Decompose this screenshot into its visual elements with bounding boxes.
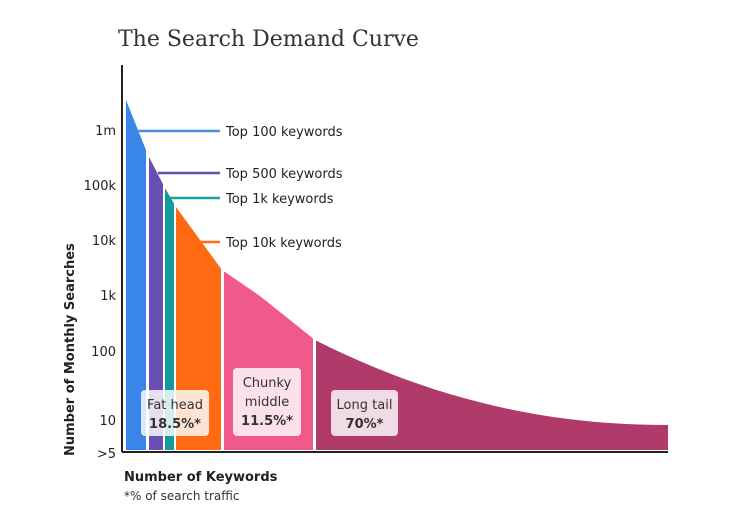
y-tick-label: 100 <box>91 345 116 360</box>
y-tick-label: >5 <box>97 447 116 462</box>
segment-name: middle <box>245 395 289 410</box>
callout-label: Top 100 keywords <box>225 125 343 140</box>
segment-label-box <box>141 390 209 436</box>
band-long-tail <box>316 340 668 450</box>
segment-share: 18.5%* <box>149 417 201 432</box>
y-tick-label: 1m <box>95 124 116 139</box>
y-tick-labels: 1m 100k 10k 1k 100 10 >5 <box>84 124 117 462</box>
y-tick-label: 10 <box>99 414 116 429</box>
band-top-1k <box>165 188 174 450</box>
segment-name: Chunky <box>243 376 292 391</box>
segment-labels: Fat head 18.5%* Chunky middle 11.5%* Long tai… <box>141 368 398 436</box>
segment-name: Fat head <box>147 398 203 413</box>
band-top-100 <box>126 100 146 450</box>
callout-label: Top 1k keywords <box>225 192 334 207</box>
segment-label-box <box>233 368 301 436</box>
segment-share: 11.5%* <box>241 414 293 429</box>
y-tick-label: 100k <box>84 179 117 194</box>
chart-title: The Search Demand Curve <box>118 27 419 52</box>
callout-label: Top 500 keywords <box>225 167 343 182</box>
footnote: *% of search traffic <box>124 489 239 503</box>
band-top-500 <box>149 156 163 450</box>
callouts: Top 100 keywords Top 500 keywords Top 1k k… <box>138 125 343 251</box>
y-tick-label: 1k <box>100 289 116 304</box>
segment-label-box <box>331 390 398 436</box>
y-tick-label: 10k <box>92 234 117 249</box>
segment-share: 70%* <box>346 417 384 432</box>
callout-label: Top 10k keywords <box>225 236 342 251</box>
segment-name: Long tail <box>337 398 393 413</box>
x-axis-label: Number of Keywords <box>124 470 278 485</box>
band-top-10k <box>176 207 221 450</box>
y-axis-label: Number of Monthly Searches <box>63 243 78 456</box>
